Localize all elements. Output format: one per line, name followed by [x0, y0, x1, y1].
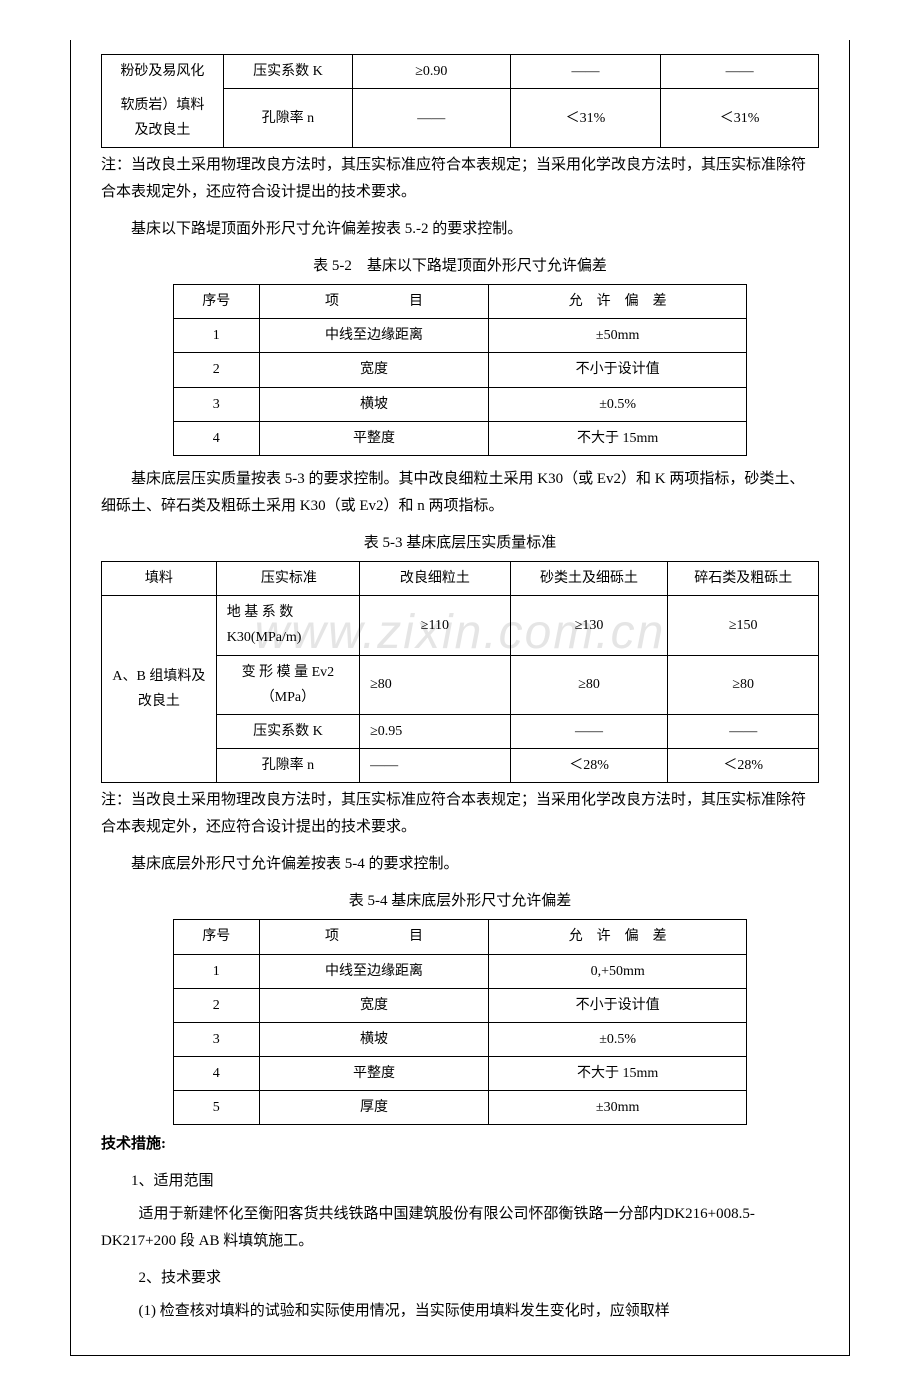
- table-row: 3 横坡 ±0.5%: [173, 387, 746, 421]
- header-cell: 序号: [173, 920, 259, 954]
- header-cell: 项 目: [259, 920, 488, 954]
- cell: ——: [661, 55, 819, 89]
- cell: 中线至边缘距离: [259, 319, 488, 353]
- cell: ±0.5%: [489, 387, 747, 421]
- table-row: 粉砂及易风化 压实系数 K ≥0.90 —— ——: [102, 55, 819, 89]
- cell: 厚度: [259, 1091, 488, 1125]
- note-2: 注：当改良土采用物理改良方法时，其压实标准应符合本表规定；当采用化学改良方法时，…: [101, 787, 819, 841]
- header-cell: 碎石类及粗砾土: [668, 562, 819, 596]
- cell: ≥110: [360, 596, 511, 655]
- cell: 0,+50mm: [489, 954, 747, 988]
- cell: ＜31%: [661, 89, 819, 148]
- cell: ≥80: [360, 655, 511, 714]
- cell: ——: [510, 714, 668, 748]
- table-5-4: 序号 项 目 允 许 偏 差 1 中线至边缘距离 0,+50mm 2 宽度 不小…: [173, 919, 747, 1125]
- header-cell: 允 许 偏 差: [489, 285, 747, 319]
- cell: ±50mm: [489, 319, 747, 353]
- cell: 宽度: [259, 988, 488, 1022]
- cell: 2: [173, 353, 259, 387]
- cell: 4: [173, 421, 259, 455]
- cell-filler: A、B 组填料及改良土: [102, 596, 217, 783]
- caption-5-3: 表 5-3 基床底层压实质量标准: [101, 530, 819, 557]
- page-content: 粉砂及易风化 压实系数 K ≥0.90 —— —— 软质岩）填料及改良土 孔隙率…: [70, 40, 850, 1356]
- header-cell: 砂类土及细砾土: [510, 562, 668, 596]
- note-1: 注：当改良土采用物理改良方法时，其压实标准应符合本表规定；当采用化学改良方法时，…: [101, 152, 819, 206]
- caption-5-4: 表 5-4 基床底层外形尺寸允许偏差: [101, 888, 819, 915]
- cell: 3: [173, 387, 259, 421]
- header-cell: 序号: [173, 285, 259, 319]
- cell: 横坡: [259, 387, 488, 421]
- table-5-2: 序号 项 目 允 许 偏 差 1 中线至边缘距离 ±50mm 2 宽度 不小于设…: [173, 284, 747, 456]
- table-row: 1 中线至边缘距离 0,+50mm: [173, 954, 746, 988]
- paragraph-3: 基床底层外形尺寸允许偏差按表 5-4 的要求控制。: [101, 851, 819, 878]
- cell: ＜28%: [668, 749, 819, 783]
- cell: ——: [360, 749, 511, 783]
- cell: 软质岩）填料及改良土: [102, 89, 224, 148]
- table-row: 4 平整度 不大于 15mm: [173, 421, 746, 455]
- cell: 不小于设计值: [489, 988, 747, 1022]
- section-1-text: 适用于新建怀化至衡阳客货共线铁路中国建筑股份有限公司怀邵衡铁路一分部内DK216…: [101, 1201, 819, 1255]
- table-row: 5 厚度 ±30mm: [173, 1091, 746, 1125]
- table-header-row: 填料 压实标准 改良细粒土 砂类土及细砾土 碎石类及粗砾土: [102, 562, 819, 596]
- section-1-title: 1、适用范围: [101, 1168, 819, 1195]
- cell: 平整度: [259, 421, 488, 455]
- table-row: 3 横坡 ±0.5%: [173, 1022, 746, 1056]
- table-row: A、B 组填料及改良土 地 基 系 数K30(MPa/m) ≥110 ≥130 …: [102, 596, 819, 655]
- cell: ±30mm: [489, 1091, 747, 1125]
- table-row: 2 宽度 不小于设计值: [173, 988, 746, 1022]
- header-cell: 允 许 偏 差: [489, 920, 747, 954]
- cell: ≥0.95: [360, 714, 511, 748]
- cell: 变 形 模 量 Ev2（MPa）: [216, 655, 359, 714]
- cell: 不大于 15mm: [489, 421, 747, 455]
- section-2-text: (1) 检查核对填料的试验和实际使用情况，当实际使用填料发生变化时，应领取样: [101, 1298, 819, 1325]
- table-row: 软质岩）填料及改良土 孔隙率 n —— ＜31% ＜31%: [102, 89, 819, 148]
- cell: 1: [173, 954, 259, 988]
- cell: ≥130: [510, 596, 668, 655]
- table-row: 1 中线至边缘距离 ±50mm: [173, 319, 746, 353]
- section-2-title: 2、技术要求: [101, 1265, 819, 1292]
- cell: ≥80: [668, 655, 819, 714]
- cell: 5: [173, 1091, 259, 1125]
- cell: 横坡: [259, 1022, 488, 1056]
- caption-5-2: 表 5-2 基床以下路堤顶面外形尺寸允许偏差: [101, 253, 819, 280]
- header-cell: 压实标准: [216, 562, 359, 596]
- cell: 1: [173, 319, 259, 353]
- cell: ≥150: [668, 596, 819, 655]
- cell: ——: [668, 714, 819, 748]
- cell: 孔隙率 n: [216, 749, 359, 783]
- table-5-1-partial: 粉砂及易风化 压实系数 K ≥0.90 —— —— 软质岩）填料及改良土 孔隙率…: [101, 54, 819, 148]
- header-cell: 填料: [102, 562, 217, 596]
- header-cell: 项 目: [259, 285, 488, 319]
- tech-measures-title: 技术措施:: [101, 1131, 819, 1158]
- paragraph-1: 基床以下路堤顶面外形尺寸允许偏差按表 5.-2 的要求控制。: [101, 216, 819, 243]
- cell: 平整度: [259, 1057, 488, 1091]
- cell: ＜28%: [510, 749, 668, 783]
- cell: 2: [173, 988, 259, 1022]
- cell: 中线至边缘距离: [259, 954, 488, 988]
- cell: ——: [510, 55, 661, 89]
- header-cell: 改良细粒土: [360, 562, 511, 596]
- cell: ＜31%: [510, 89, 661, 148]
- cell: 不大于 15mm: [489, 1057, 747, 1091]
- cell: 4: [173, 1057, 259, 1091]
- table-row: 4 平整度 不大于 15mm: [173, 1057, 746, 1091]
- cell: 不小于设计值: [489, 353, 747, 387]
- table-header-row: 序号 项 目 允 许 偏 差: [173, 285, 746, 319]
- cell: 压实系数 K: [223, 55, 352, 89]
- cell: ±0.5%: [489, 1022, 747, 1056]
- cell: ——: [352, 89, 510, 148]
- paragraph-2: 基床底层压实质量按表 5-3 的要求控制。其中改良细粒土采用 K30（或 Ev2…: [101, 466, 819, 520]
- cell: ≥80: [510, 655, 668, 714]
- table-5-3: 填料 压实标准 改良细粒土 砂类土及细砾土 碎石类及粗砾土 A、B 组填料及改良…: [101, 561, 819, 783]
- table-header-row: 序号 项 目 允 许 偏 差: [173, 920, 746, 954]
- cell: 地 基 系 数K30(MPa/m): [216, 596, 359, 655]
- cell: 粉砂及易风化: [102, 55, 224, 89]
- cell: 孔隙率 n: [223, 89, 352, 148]
- table-row: 2 宽度 不小于设计值: [173, 353, 746, 387]
- cell: 3: [173, 1022, 259, 1056]
- cell: 压实系数 K: [216, 714, 359, 748]
- cell: 宽度: [259, 353, 488, 387]
- cell: ≥0.90: [352, 55, 510, 89]
